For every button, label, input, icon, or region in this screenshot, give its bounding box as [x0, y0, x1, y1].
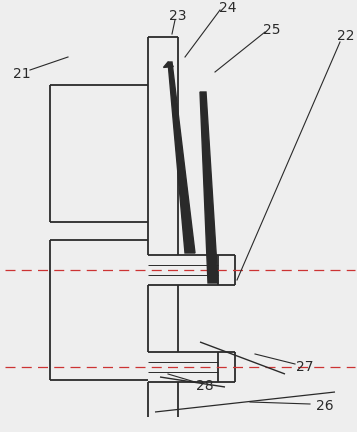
Text: 25: 25: [263, 23, 281, 37]
Text: 23: 23: [169, 9, 187, 23]
Text: 26: 26: [316, 399, 334, 413]
Polygon shape: [168, 62, 195, 253]
Text: 22: 22: [337, 29, 355, 43]
Polygon shape: [164, 62, 174, 67]
Text: 28: 28: [196, 379, 214, 393]
Text: 21: 21: [13, 67, 31, 81]
Polygon shape: [200, 92, 218, 283]
Text: 27: 27: [296, 360, 314, 374]
Text: 24: 24: [219, 1, 237, 15]
